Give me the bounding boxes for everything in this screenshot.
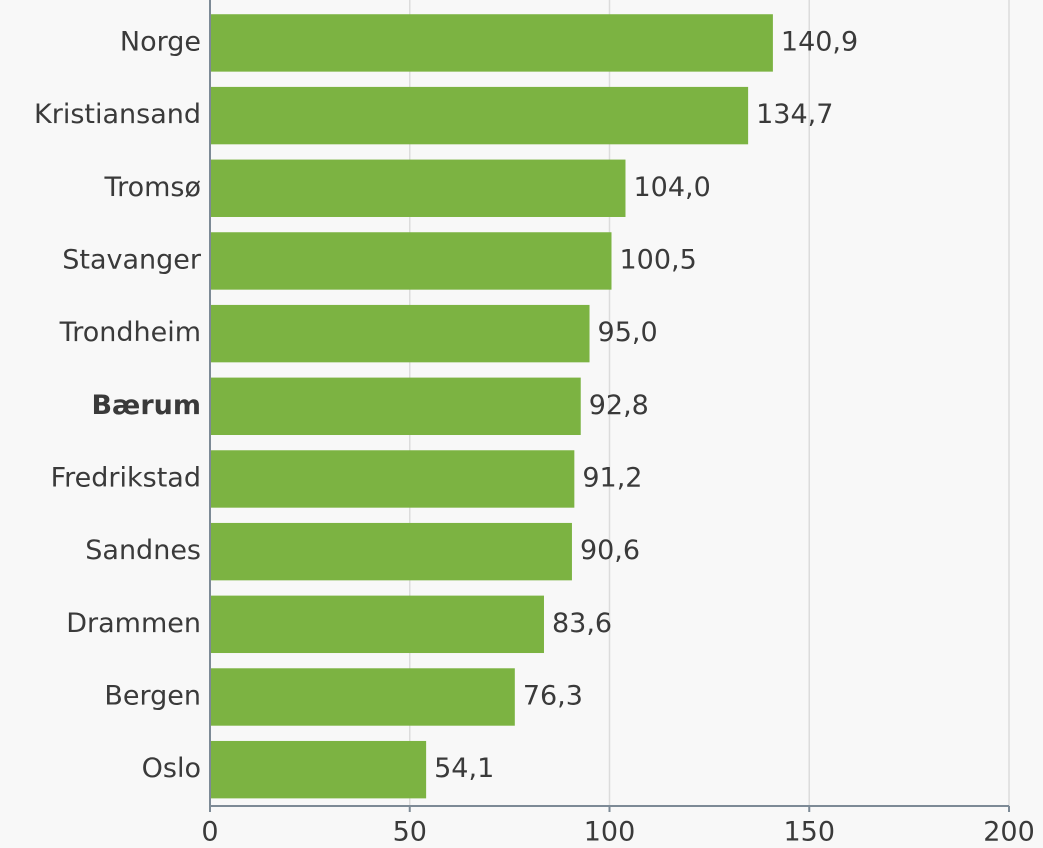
value-label: 91,2 [582,462,642,493]
y-tick-label: Bergen [104,680,201,711]
bar [210,304,590,363]
value-label: 140,9 [781,26,858,57]
bar [210,159,626,217]
value-label: 83,6 [552,608,612,639]
y-tick-label: Trondheim [59,317,201,348]
y-tick-label: Stavanger [62,244,202,275]
bar [210,14,773,72]
y-tick-label: Bærum [91,390,201,421]
y-tick-label: Oslo [142,753,201,784]
value-label: 90,6 [580,535,640,566]
x-tick-label: 150 [783,817,835,848]
bar [210,595,544,654]
value-label: 134,7 [756,99,833,130]
value-label: 100,5 [619,244,696,275]
y-tick-label: Sandnes [85,535,201,566]
x-tick-label: 50 [393,817,427,848]
x-tick-label: 100 [584,817,636,848]
value-label: 95,0 [598,317,658,348]
x-tick-label: 200 [983,817,1035,848]
bar [210,668,515,726]
value-label: 104,0 [633,172,710,203]
y-tick-label: Kristiansand [34,99,201,130]
value-label: 76,3 [523,680,583,711]
value-label: 92,8 [589,390,649,421]
y-tick-label: Norge [120,26,201,57]
bar [210,522,572,581]
x-tick-label: 0 [201,817,218,848]
bar [210,377,581,436]
bar [210,740,427,799]
y-tick-label: Fredrikstad [51,462,201,493]
y-tick-label: Drammen [66,608,201,639]
bar [210,86,749,145]
bar [210,450,575,508]
y-tick-label: Tromsø [104,172,201,203]
value-label: 54,1 [434,753,494,784]
bar [210,232,612,290]
